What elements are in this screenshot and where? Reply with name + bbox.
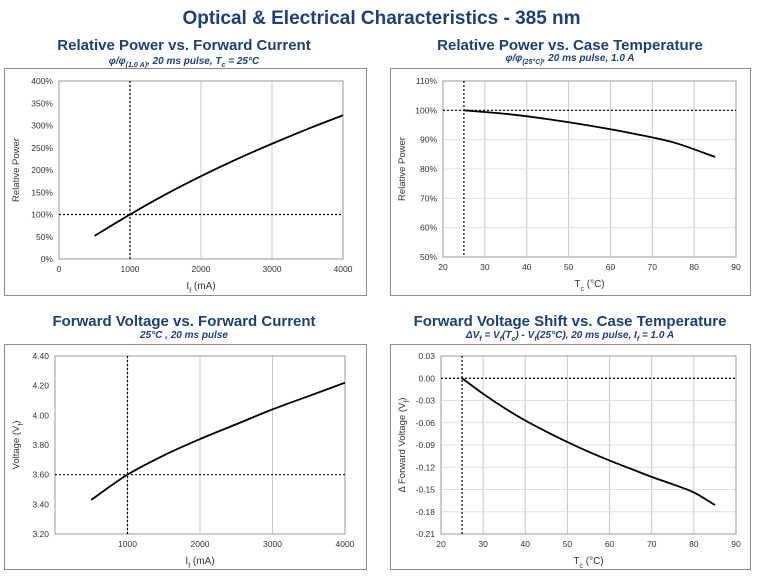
x-tick-label: 3000 [263, 264, 282, 274]
x-tick-label: 80 [689, 262, 699, 272]
y-tick-label: -0.21 [416, 529, 436, 539]
chart-subtitle-relative-power-current: φ/φ(1.0 A), 20 ms pulse, Tc = 25°C [108, 56, 260, 69]
series-line [90, 381, 346, 501]
y-tick-label: 0.03 [418, 351, 435, 361]
x-tick-label: 3000 [263, 539, 282, 549]
x-tick-label: 90 [731, 262, 741, 272]
y-tick-label: 400% [31, 76, 53, 86]
chart-title-forward-voltage-shift: Forward Voltage Shift vs. Case Temperatu… [413, 313, 727, 330]
y-tick-label: 80% [420, 164, 437, 174]
y-tick-label: 3.20 [32, 529, 49, 539]
x-axis-label: Tc (°C) [573, 556, 603, 569]
x-tick-label: 90 [731, 539, 741, 549]
y-tick-label: 0% [41, 254, 54, 264]
x-tick-label: 1000 [121, 264, 140, 274]
x-tick-label: 60 [606, 262, 616, 272]
x-axis-label: Tc (°C) [574, 279, 604, 293]
y-tick-label: 3.40 [32, 499, 49, 509]
y-tick-label: 4.00 [32, 410, 49, 420]
chart-relative-power-current: 0% 50% 100% 150% 200% 250% 300% 350% 400% 0 1000 20… [11, 76, 353, 295]
y-tick-label: 100% [31, 210, 53, 220]
plot-area [54, 355, 346, 535]
x-axis-label: If (mA) [185, 556, 214, 569]
chart-title-relative-power-temperature: Relative Power vs. Case Temperature [437, 37, 703, 54]
plot-area [442, 80, 737, 258]
y-axis-label: Relative Power [397, 137, 408, 201]
x-tick-label: 0 [57, 264, 62, 274]
plot-area [58, 80, 344, 260]
y-tick-label: 250% [31, 143, 53, 153]
series-line [463, 109, 716, 158]
x-tick-label: 2000 [192, 264, 211, 274]
x-tick-label: 4000 [334, 264, 353, 274]
x-tick-label: 40 [521, 539, 531, 549]
x-tick-label: 20 [438, 262, 448, 272]
y-axis-label: Relative Power [11, 138, 22, 202]
chart-panel-forward-voltage-current: 3.20 3.40 3.60 3.80 4.00 4.20 4.40 1000 2000 3000… [4, 344, 367, 570]
x-tick-label: 50 [563, 539, 573, 549]
chart-panel-forward-voltage-shift: -0.21 -0.18 -0.15 -0.12 -0.09 -0.06 -0.03 0.00 0… [390, 344, 751, 570]
x-tick-label: 20 [436, 539, 446, 549]
chart-subtitle-relative-power-temperature: φ/φ(25°C), 20 ms pulse, 1.0 A [505, 53, 635, 66]
y-axis-label: Δ Forward Voltage (Vf) [397, 398, 411, 493]
y-tick-label: -0.12 [416, 462, 436, 472]
chart-relative-power-temperature: 50% 60% 70% 80% 90% 100% 110% 20 30 40 50 60 70 80 90 T… [397, 76, 741, 293]
y-tick-label: 50% [36, 232, 53, 242]
y-tick-label: 150% [31, 187, 53, 197]
x-tick-label: 2000 [191, 539, 210, 549]
x-tick-label: 70 [648, 262, 658, 272]
y-tick-label: 4.20 [32, 381, 49, 391]
y-tick-label: -0.18 [416, 507, 436, 517]
x-tick-label: 80 [689, 539, 699, 549]
page-title: Optical & Electrical Characteristics - 3… [182, 8, 581, 29]
y-tick-label: -0.15 [416, 485, 436, 495]
y-tick-label: 70% [420, 193, 437, 203]
chart-panel-relative-power-current: 0% 50% 100% 150% 200% 250% 300% 350% 400% 0 1000 20… [4, 68, 367, 296]
x-tick-label: 40 [522, 262, 532, 272]
chart-title-relative-power-current: Relative Power vs. Forward Current [57, 37, 311, 54]
x-tick-label: 50 [564, 262, 574, 272]
x-tick-label: 1000 [118, 539, 137, 549]
series-line [461, 377, 716, 506]
x-tick-label: 4000 [336, 539, 355, 549]
y-tick-label: -0.09 [416, 440, 436, 450]
y-tick-label: 0.00 [418, 373, 435, 383]
chart-subtitle-forward-voltage-current: 25°C , 20 ms pulse [140, 330, 228, 341]
y-axis-label: Voltage (Vf) [11, 421, 25, 470]
y-tick-label: 200% [31, 165, 53, 175]
chart-forward-voltage-shift: -0.21 -0.18 -0.15 -0.12 -0.09 -0.06 -0.03 0.00 0… [397, 351, 741, 569]
chart-panel-relative-power-temperature: 50% 60% 70% 80% 90% 100% 110% 20 30 40 50 60 70 80 90 T… [390, 68, 751, 296]
y-tick-label: 50% [420, 252, 437, 262]
x-tick-label: 30 [478, 539, 488, 549]
y-tick-label: -0.03 [416, 396, 436, 406]
y-tick-label: 60% [420, 223, 437, 233]
chart-subtitle-forward-voltage-shift: ΔVf = Vf(Tc) - Vf(25°C), 20 ms pulse, If… [465, 330, 675, 343]
x-tick-label: 60 [605, 539, 615, 549]
y-tick-label: 350% [31, 98, 53, 108]
series-line [94, 114, 344, 237]
y-tick-label: 110% [416, 76, 438, 86]
y-tick-label: 3.60 [32, 470, 49, 480]
y-tick-label: 300% [31, 121, 53, 131]
plot-area [440, 355, 737, 535]
x-tick-label: 70 [647, 539, 657, 549]
x-tick-label: 30 [480, 262, 490, 272]
y-tick-label: 90% [420, 135, 437, 145]
y-tick-label: 4.40 [32, 351, 49, 361]
y-tick-label: 3.80 [32, 440, 49, 450]
chart-forward-voltage-current: 3.20 3.40 3.60 3.80 4.00 4.20 4.40 1000 2000 3000… [11, 351, 355, 569]
y-tick-label: 100% [415, 105, 437, 115]
x-axis-label: If (mA) [186, 281, 215, 295]
chart-title-forward-voltage-current: Forward Voltage vs. Forward Current [52, 313, 316, 330]
y-tick-label: -0.06 [416, 418, 436, 428]
